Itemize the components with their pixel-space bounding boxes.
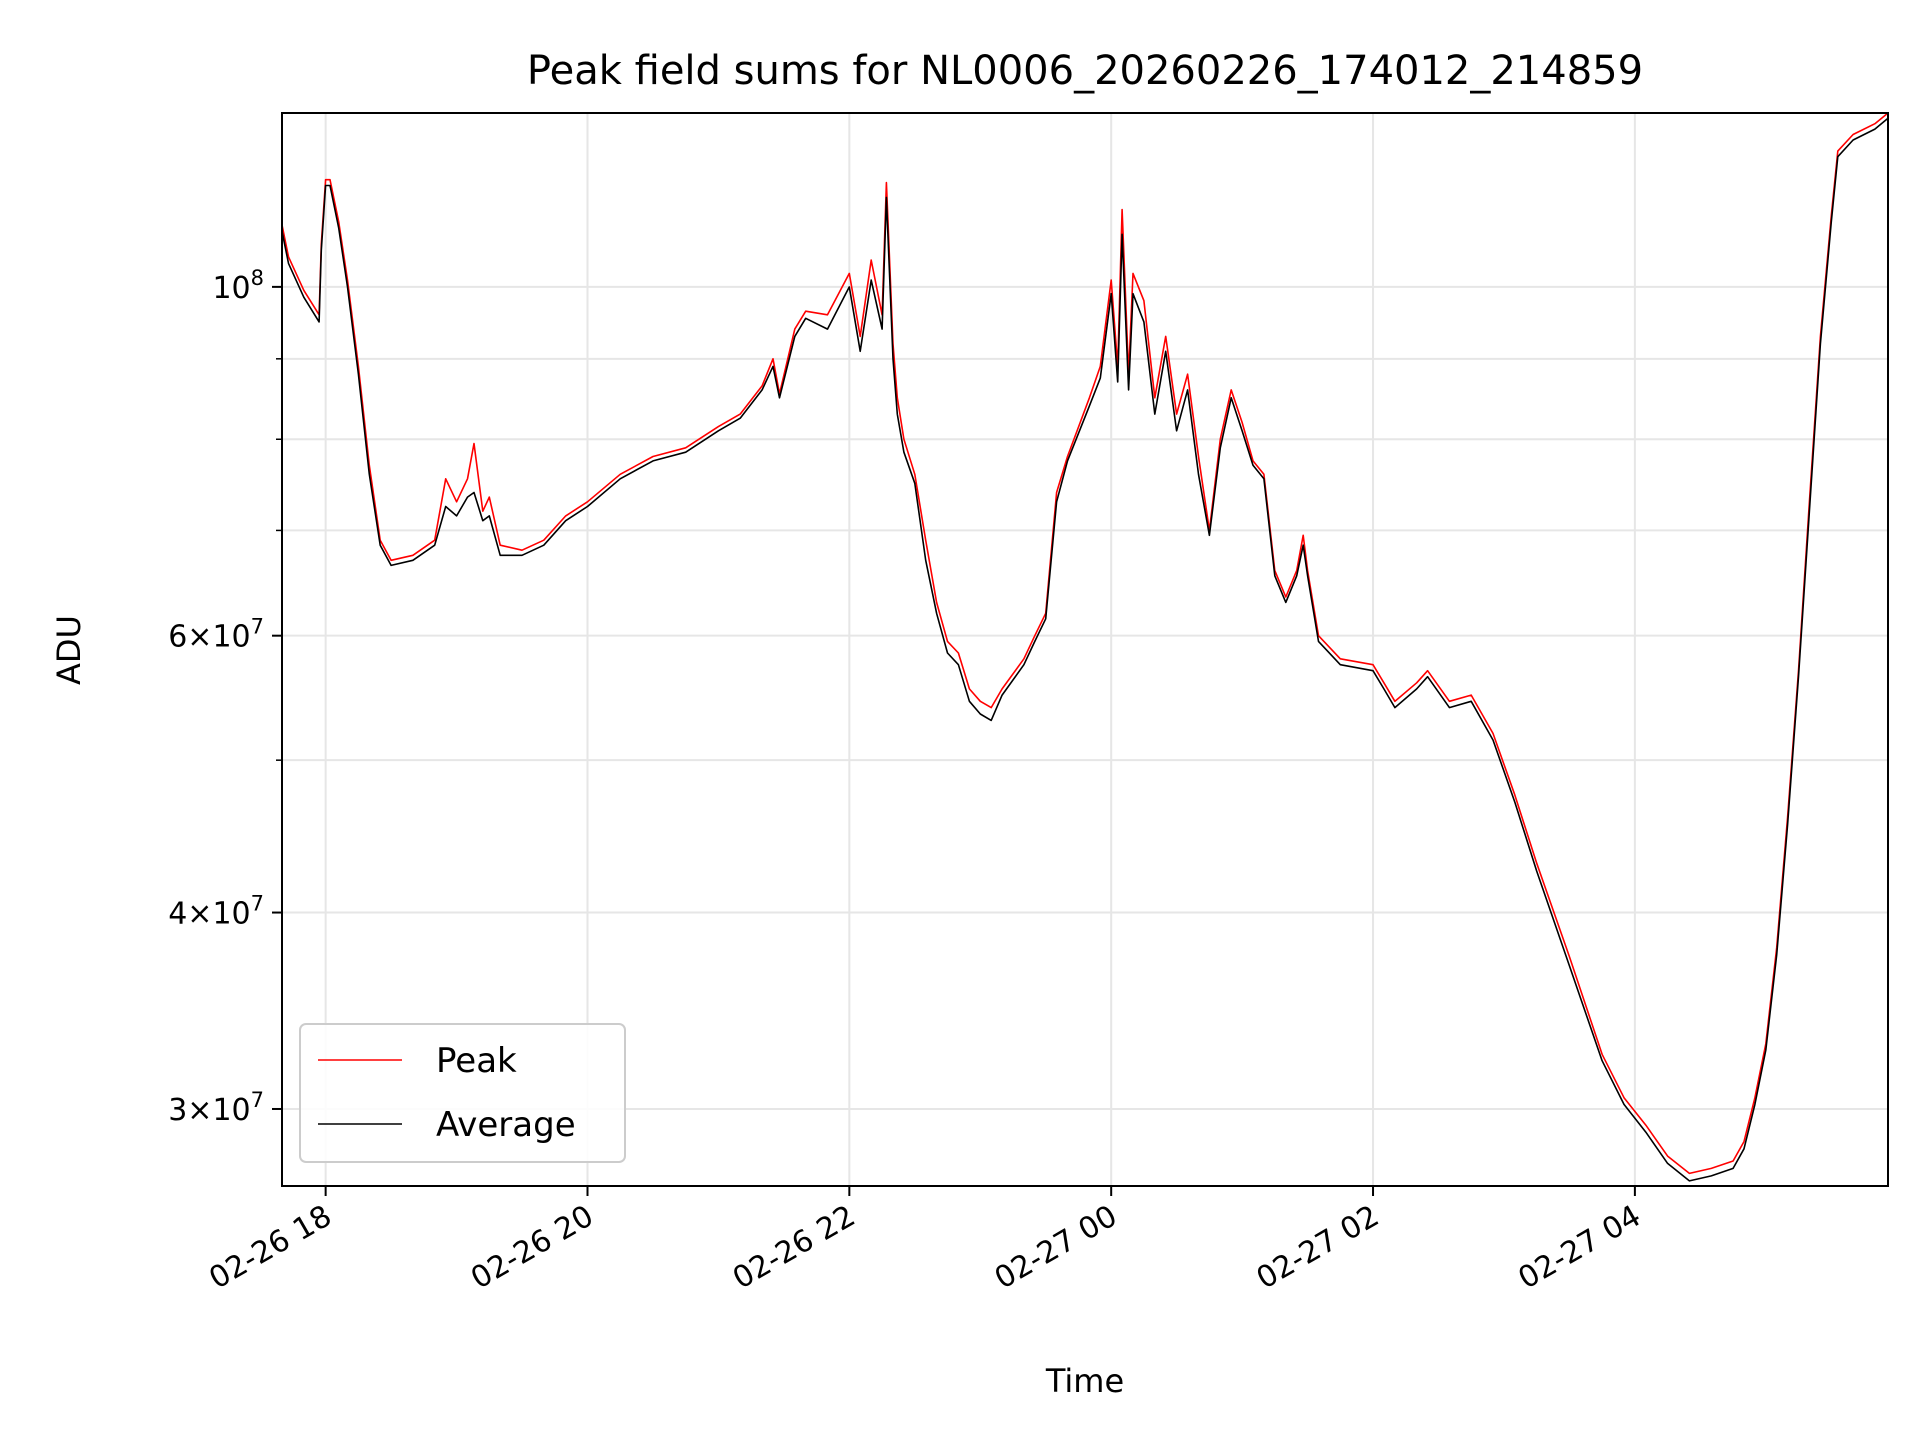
- y-tick-label: 108: [212, 266, 264, 306]
- series-line-peak: [281, 112, 1889, 1175]
- y-axis-title: ADU: [50, 615, 88, 685]
- series-lines: [281, 112, 1889, 1182]
- y-tick-label: 3×107: [168, 1088, 264, 1128]
- legend: Peak Average: [299, 1023, 626, 1163]
- plot-frame: [281, 112, 1889, 1187]
- y-tick-label: 6×107: [168, 615, 264, 655]
- chart-title: Peak field sums for NL0006_20260226_1740…: [527, 48, 1643, 94]
- y-tick-label: 4×107: [168, 892, 264, 932]
- series-line-average: [281, 117, 1889, 1182]
- legend-label-peak: Peak: [436, 1041, 517, 1081]
- legend-box: [299, 1023, 626, 1163]
- legend-label-average: Average: [436, 1105, 576, 1145]
- x-axis-title: Time: [1045, 1362, 1124, 1400]
